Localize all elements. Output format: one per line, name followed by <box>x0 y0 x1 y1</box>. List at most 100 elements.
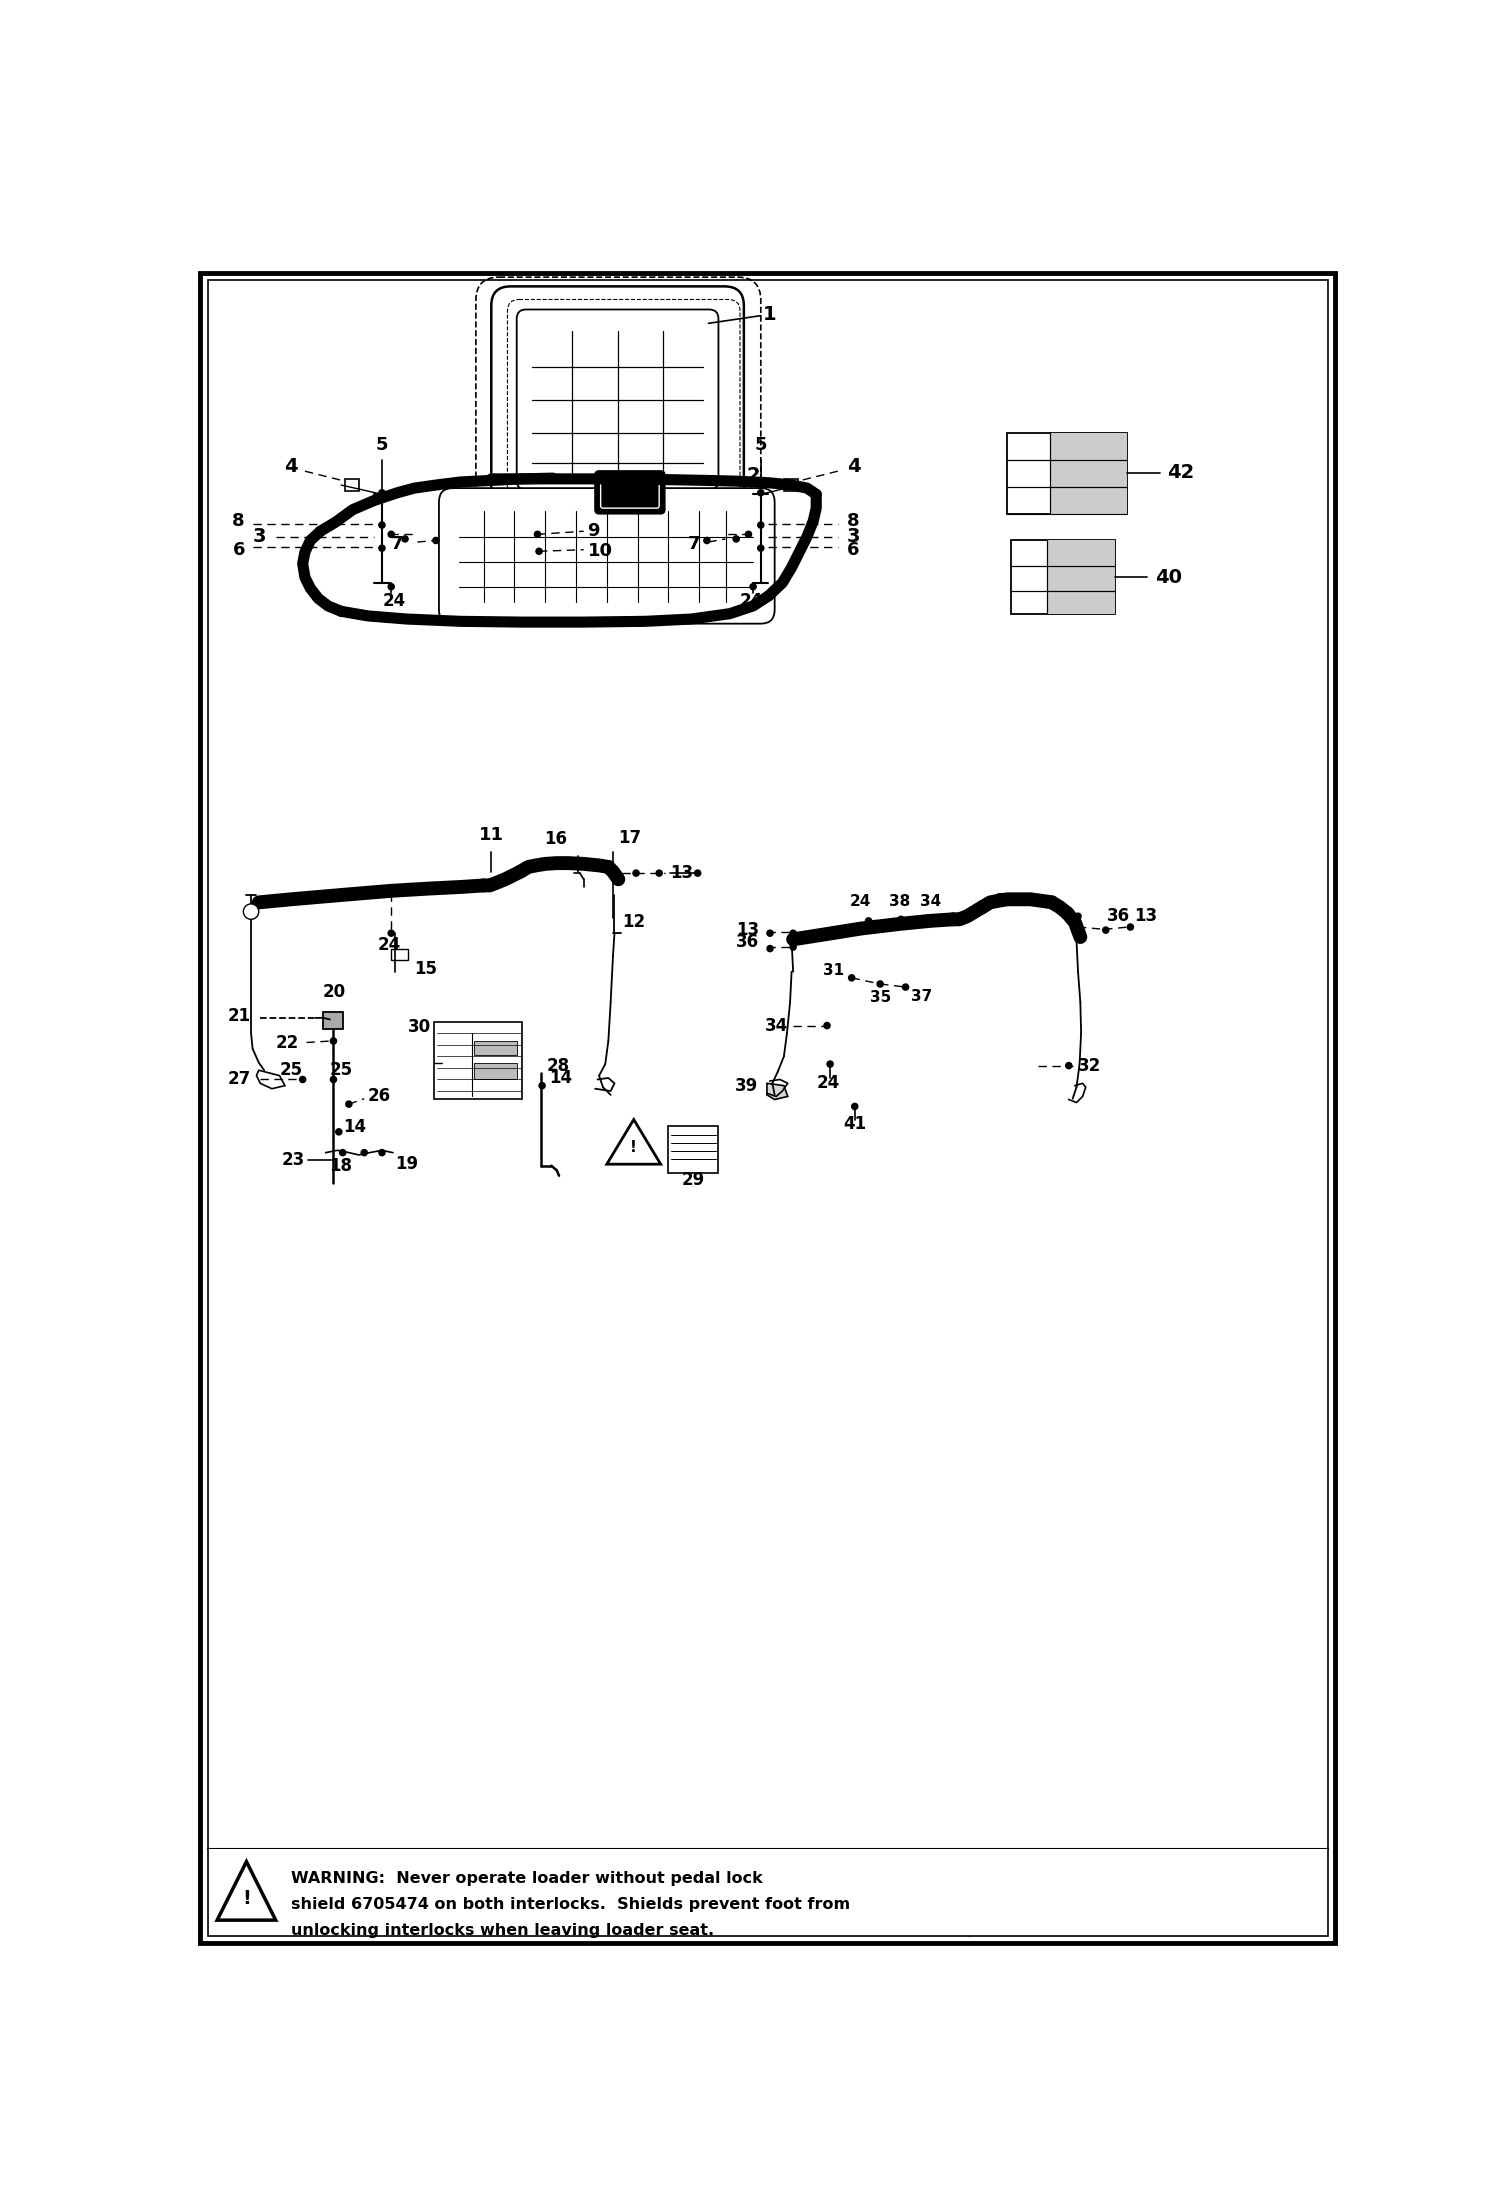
Circle shape <box>848 974 855 981</box>
Circle shape <box>535 531 541 538</box>
Text: 38: 38 <box>888 893 909 908</box>
Text: 27: 27 <box>228 1071 252 1088</box>
Circle shape <box>388 891 394 895</box>
Circle shape <box>758 522 764 529</box>
Text: 8: 8 <box>232 511 244 531</box>
Circle shape <box>388 584 394 590</box>
Text: 5: 5 <box>755 437 767 454</box>
Bar <box>1050 432 1126 513</box>
Circle shape <box>388 531 394 538</box>
Text: 39: 39 <box>734 1077 758 1095</box>
Circle shape <box>758 489 764 496</box>
FancyBboxPatch shape <box>595 472 665 513</box>
Text: 32: 32 <box>1079 1058 1101 1075</box>
Text: 24: 24 <box>851 893 872 908</box>
Text: 34: 34 <box>764 1016 788 1036</box>
Circle shape <box>866 917 872 924</box>
Text: 24: 24 <box>816 1075 840 1093</box>
Circle shape <box>243 904 259 919</box>
Circle shape <box>827 1062 833 1066</box>
Circle shape <box>767 946 773 952</box>
Circle shape <box>536 548 542 555</box>
Circle shape <box>346 1101 352 1108</box>
Text: 25: 25 <box>330 1062 352 1079</box>
Text: 40: 40 <box>1155 568 1182 588</box>
Circle shape <box>300 1077 306 1082</box>
Bar <box>208 1850 1327 1935</box>
Text: 34: 34 <box>920 893 941 908</box>
Text: 24: 24 <box>740 592 762 610</box>
Text: 22: 22 <box>276 1033 298 1051</box>
Circle shape <box>926 915 932 921</box>
Text: !: ! <box>243 1889 250 1909</box>
Circle shape <box>789 930 797 937</box>
Circle shape <box>340 1150 346 1156</box>
Text: 12: 12 <box>622 913 646 930</box>
Text: 6: 6 <box>232 540 244 559</box>
Text: 24: 24 <box>377 937 401 954</box>
Circle shape <box>379 522 385 529</box>
Bar <box>433 1022 523 1099</box>
Circle shape <box>695 871 701 875</box>
Circle shape <box>1076 924 1082 930</box>
Circle shape <box>704 538 710 544</box>
Circle shape <box>1128 924 1134 930</box>
Circle shape <box>876 981 884 987</box>
Circle shape <box>361 1150 367 1156</box>
Circle shape <box>758 544 764 551</box>
Circle shape <box>1103 928 1109 932</box>
Text: 4: 4 <box>846 456 861 476</box>
Bar <box>475 1040 517 1055</box>
Text: 23: 23 <box>282 1152 306 1169</box>
Circle shape <box>767 930 773 937</box>
FancyBboxPatch shape <box>601 476 659 509</box>
Text: 24: 24 <box>382 592 406 610</box>
Circle shape <box>1065 1062 1073 1068</box>
Circle shape <box>733 535 739 542</box>
Text: 33: 33 <box>995 893 1020 911</box>
Text: 14: 14 <box>343 1119 367 1136</box>
Polygon shape <box>607 1119 661 1165</box>
Circle shape <box>388 930 394 937</box>
FancyBboxPatch shape <box>491 287 745 511</box>
Text: 13: 13 <box>1134 908 1158 926</box>
FancyBboxPatch shape <box>439 487 774 623</box>
Text: shield 6705474 on both interlocks.  Shields prevent foot from: shield 6705474 on both interlocks. Shiel… <box>291 1898 851 1913</box>
Polygon shape <box>217 1863 276 1920</box>
Text: 36: 36 <box>1107 908 1131 926</box>
Circle shape <box>610 869 616 875</box>
Text: 3: 3 <box>846 527 860 546</box>
Circle shape <box>1076 913 1082 919</box>
Text: 15: 15 <box>415 959 437 979</box>
Text: 13: 13 <box>670 864 694 882</box>
Text: 14: 14 <box>550 1068 572 1086</box>
Circle shape <box>852 1104 858 1110</box>
Text: 31: 31 <box>822 963 843 979</box>
Circle shape <box>902 983 909 989</box>
Text: 2: 2 <box>746 465 759 485</box>
Circle shape <box>379 1150 385 1156</box>
Text: 26: 26 <box>369 1088 391 1106</box>
Text: 28: 28 <box>547 1058 569 1075</box>
Text: 36: 36 <box>736 932 759 952</box>
Circle shape <box>897 917 903 921</box>
Circle shape <box>789 943 797 950</box>
Circle shape <box>634 871 640 875</box>
Circle shape <box>331 1077 337 1082</box>
Text: 21: 21 <box>228 1007 252 1025</box>
Text: unlocking interlocks when leaving loader seat.: unlocking interlocks when leaving loader… <box>291 1924 715 1939</box>
Circle shape <box>824 1022 830 1029</box>
Bar <box>475 1062 517 1079</box>
Text: 1: 1 <box>762 305 777 325</box>
Text: 30: 30 <box>407 1018 431 1036</box>
Circle shape <box>336 1128 342 1134</box>
FancyBboxPatch shape <box>517 309 719 489</box>
Text: 17: 17 <box>619 829 641 847</box>
Circle shape <box>379 489 385 496</box>
Text: 10: 10 <box>587 542 613 559</box>
Text: 42: 42 <box>1167 463 1194 483</box>
Text: 29: 29 <box>682 1172 704 1189</box>
Text: 9: 9 <box>587 522 601 540</box>
Circle shape <box>433 538 439 544</box>
Circle shape <box>746 531 752 538</box>
